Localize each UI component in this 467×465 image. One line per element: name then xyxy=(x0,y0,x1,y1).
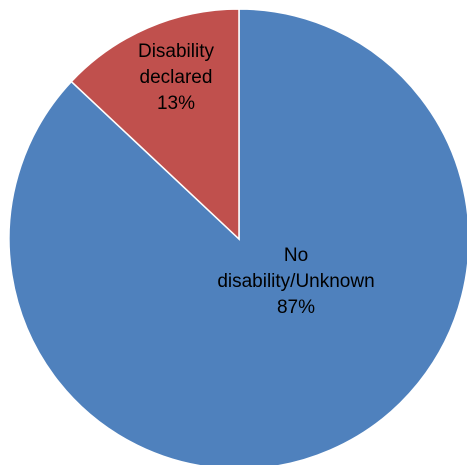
slice-label: No disability/Unknown 87% xyxy=(217,245,374,318)
slice-label: Disability declared 13% xyxy=(138,41,215,114)
pie-slices xyxy=(8,8,467,465)
pie-slice-no-disability-unknown xyxy=(8,8,467,465)
slice-label-line: Disability xyxy=(138,41,215,62)
slice-label-line: No xyxy=(284,245,308,266)
slice-label-line: disability/Unknown xyxy=(217,271,374,292)
slice-label-line: 87% xyxy=(277,297,315,318)
slice-label-line: 13% xyxy=(157,93,195,114)
pie-slice-disability-declared xyxy=(70,8,240,241)
slice-label-line: declared xyxy=(140,67,213,88)
pie-labels: No disability/Unknown 87% Disability declare… xyxy=(138,41,375,318)
